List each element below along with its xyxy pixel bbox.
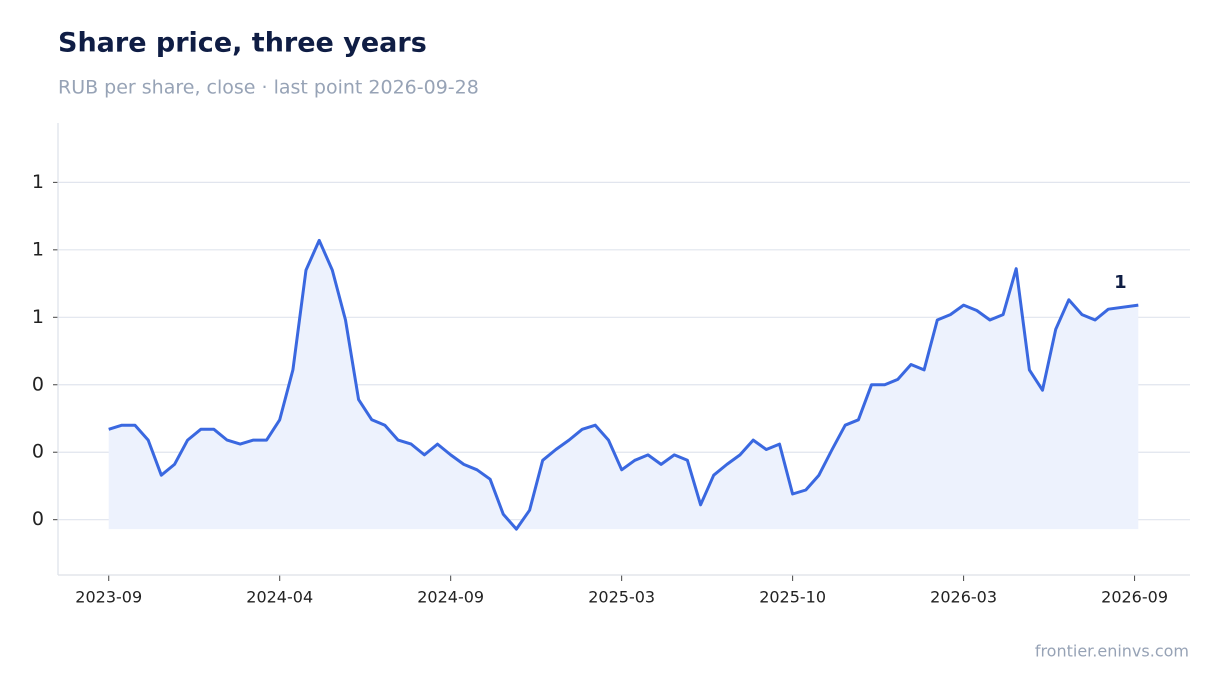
x-tick-label: 2024-04 xyxy=(246,588,313,607)
x-tick-label: 2025-10 xyxy=(759,588,826,607)
y-tick-label: 1 xyxy=(32,171,44,193)
x-tick-label: 2026-09 xyxy=(1101,588,1168,607)
y-tick-label: 1 xyxy=(32,238,44,260)
chart-subtitle: RUB per share, close · last point 2026-0… xyxy=(58,77,479,99)
y-tick-label: 0 xyxy=(32,373,44,395)
x-tick-label: 2023-09 xyxy=(75,588,142,607)
y-tick-label: 1 xyxy=(32,306,44,328)
x-tick-label: 2025-03 xyxy=(588,588,655,607)
x-tick-label: 2024-09 xyxy=(417,588,484,607)
price-line xyxy=(108,238,1139,531)
area-fill xyxy=(108,240,1139,530)
chart-title: Share price, three years xyxy=(58,28,427,59)
x-tick-label: 2026-03 xyxy=(930,588,997,607)
y-tick-label: 0 xyxy=(32,441,44,463)
y-tick-label: 0 xyxy=(32,508,44,530)
source: frontier.eninvs.com xyxy=(1035,642,1189,661)
last-value-label: 1 xyxy=(1114,272,1127,293)
